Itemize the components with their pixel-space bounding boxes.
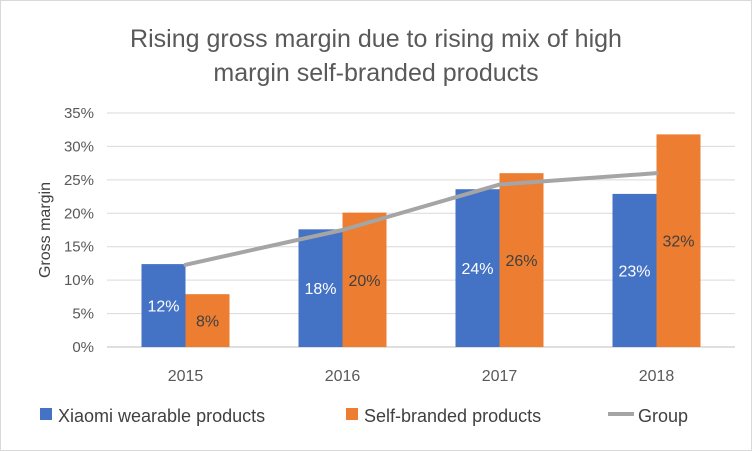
- y-tick-label: 25%: [64, 172, 94, 189]
- bars: [141, 134, 701, 347]
- y-tick-label: 0%: [72, 339, 94, 356]
- line-group: [183, 171, 659, 267]
- data-label: 18%: [304, 281, 336, 298]
- x-tick-label: 2016: [325, 368, 361, 385]
- group-line: [183, 171, 659, 267]
- data-label: 23%: [618, 263, 650, 280]
- x-tick-label: 2018: [639, 368, 675, 385]
- legend-swatch: [346, 408, 358, 420]
- bar-self-branded-products: [185, 294, 230, 347]
- data-label: 20%: [348, 273, 380, 290]
- legend: Xiaomi wearable products Self-branded pro…: [40, 406, 688, 426]
- legend-label: Group: [638, 406, 688, 426]
- legend-swatch: [40, 408, 52, 420]
- bar-xiaomi-wearable-products: [455, 189, 500, 347]
- bar-xiaomi-wearable-products: [612, 193, 657, 347]
- data-label: 32%: [662, 234, 694, 251]
- y-tick-label: 35%: [64, 105, 94, 122]
- y-axis-ticks: 0% 5% 10% 15% 20% 25% 30% 35%: [64, 105, 94, 356]
- legend-label: Xiaomi wearable products: [58, 406, 265, 426]
- chart-title-line-2: margin self-branded products: [213, 59, 539, 87]
- y-tick-label: 20%: [64, 205, 94, 222]
- bar-self-branded-products: [656, 134, 701, 347]
- x-tick-label: 2015: [168, 368, 204, 385]
- data-label: 8%: [196, 314, 219, 331]
- y-axis-label: Gross margin: [37, 182, 54, 278]
- bar-xiaomi-wearable-products: [298, 229, 343, 347]
- y-tick-label: 5%: [72, 306, 94, 323]
- y-tick-label: 10%: [64, 272, 94, 289]
- chart-title-line-1: Rising gross margin due to rising mix of…: [130, 25, 622, 53]
- y-tick-label: 15%: [64, 239, 94, 256]
- data-label: 24%: [461, 261, 493, 278]
- y-tick-label: 30%: [64, 138, 94, 155]
- data-labels: 12% 8% 18% 20% 24% 26% 23% 32%: [147, 234, 694, 331]
- data-label: 12%: [147, 299, 179, 316]
- bar-xiaomi-wearable-products: [141, 264, 186, 347]
- bar-self-branded-products: [342, 212, 387, 347]
- bar-self-branded-products: [499, 173, 544, 347]
- x-axis-ticks: 2015 2016 2017 2018: [168, 368, 675, 385]
- data-label: 26%: [505, 253, 537, 270]
- x-tick-label: 2017: [482, 368, 518, 385]
- chart-title: Rising gross margin due to rising mix of…: [0, 22, 752, 90]
- legend-label: Self-branded products: [364, 406, 541, 426]
